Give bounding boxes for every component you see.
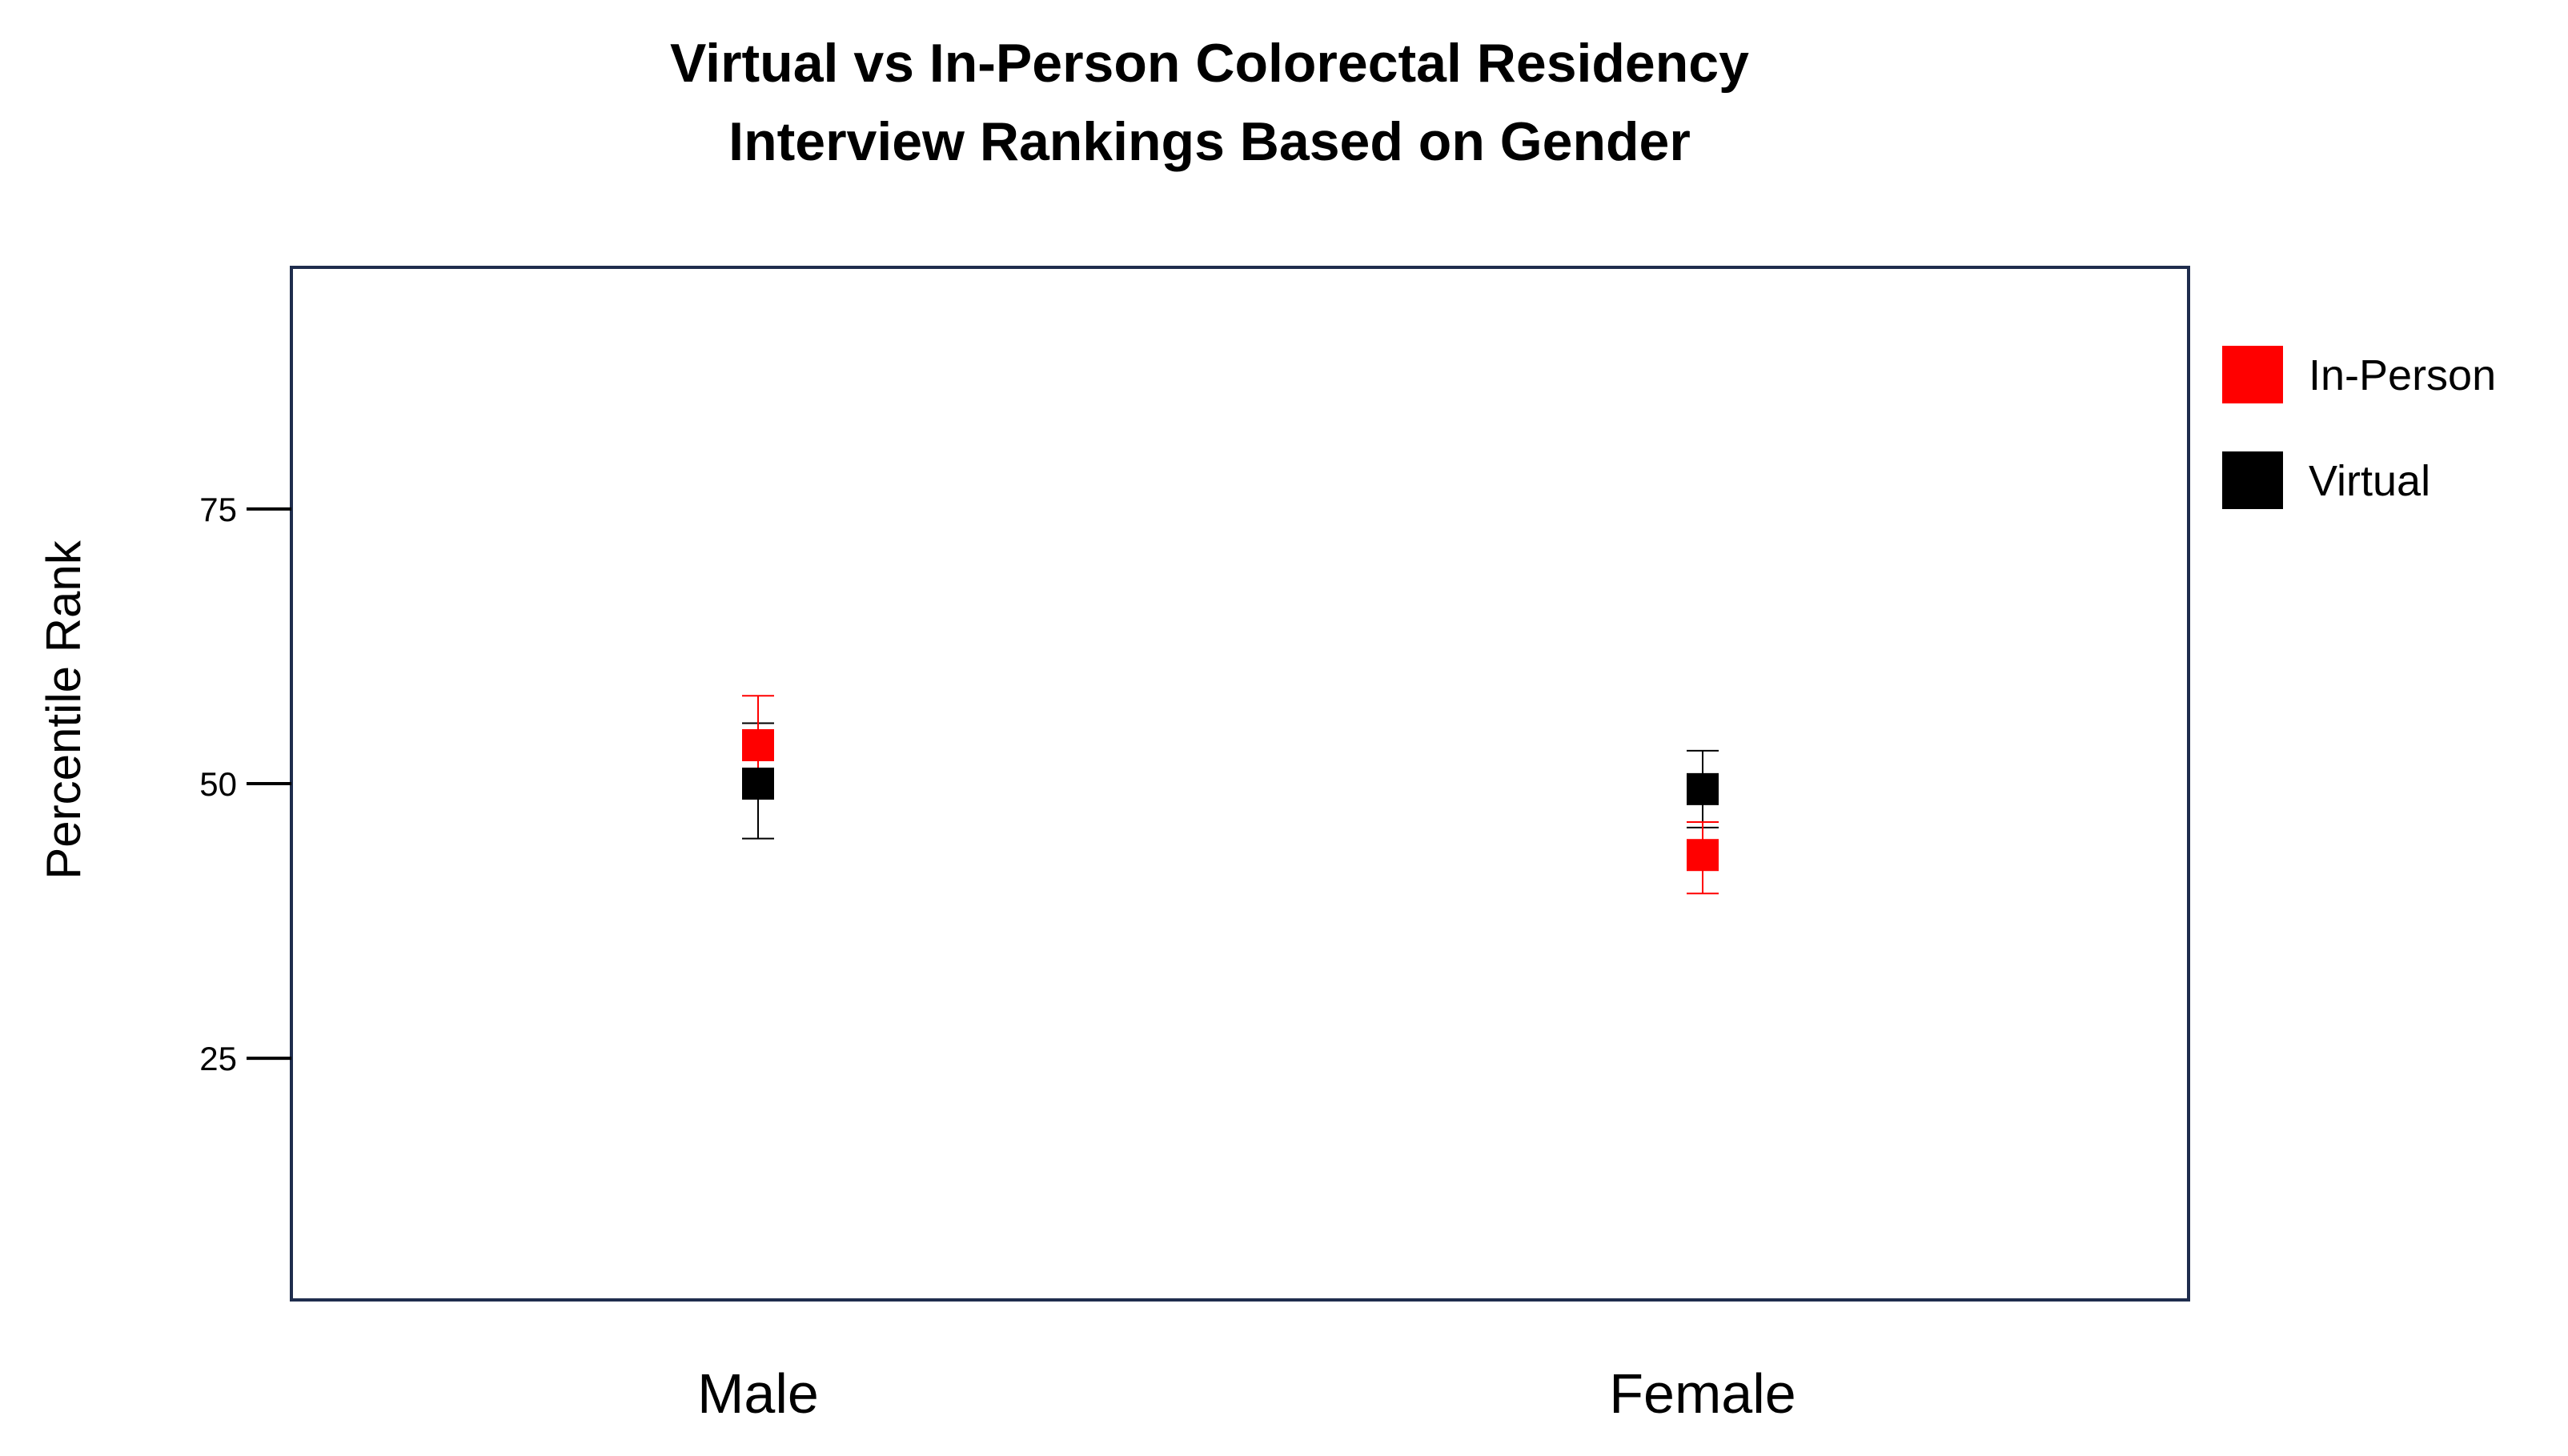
chart-title-line-2: Interview Rankings Based on Gender xyxy=(728,111,1691,172)
legend-label-virtual: Virtual xyxy=(2309,457,2430,505)
marker-virtual-male xyxy=(742,768,774,800)
x-category-label-male: Male xyxy=(697,1362,819,1425)
legend-label-in-person: In-Person xyxy=(2309,351,2496,399)
series-layer xyxy=(742,695,1719,895)
series-in-person xyxy=(742,695,1719,895)
y-tick-label-25: 25 xyxy=(199,1040,237,1077)
marker-in-person-female xyxy=(1687,839,1719,872)
y-tick-label-50: 50 xyxy=(199,765,237,803)
chart-title-line-1: Virtual vs In-Person Colorectal Residenc… xyxy=(670,33,1749,94)
legend: In-Person Virtual xyxy=(2222,346,2496,509)
legend-swatch-virtual xyxy=(2222,451,2283,509)
marker-virtual-female xyxy=(1687,772,1719,805)
x-category-label-female: Female xyxy=(1609,1362,1796,1425)
y-tick-label-75: 75 xyxy=(199,491,237,528)
plot-area-frame xyxy=(290,266,2190,1302)
y-axis: 25 50 75 xyxy=(199,491,291,1077)
x-axis: Male Female xyxy=(697,1362,1796,1425)
legend-swatch-in-person xyxy=(2222,346,2283,403)
marker-in-person-male xyxy=(742,728,774,761)
y-axis-label: Percentile Rank xyxy=(37,539,90,880)
series-virtual xyxy=(742,722,1719,840)
